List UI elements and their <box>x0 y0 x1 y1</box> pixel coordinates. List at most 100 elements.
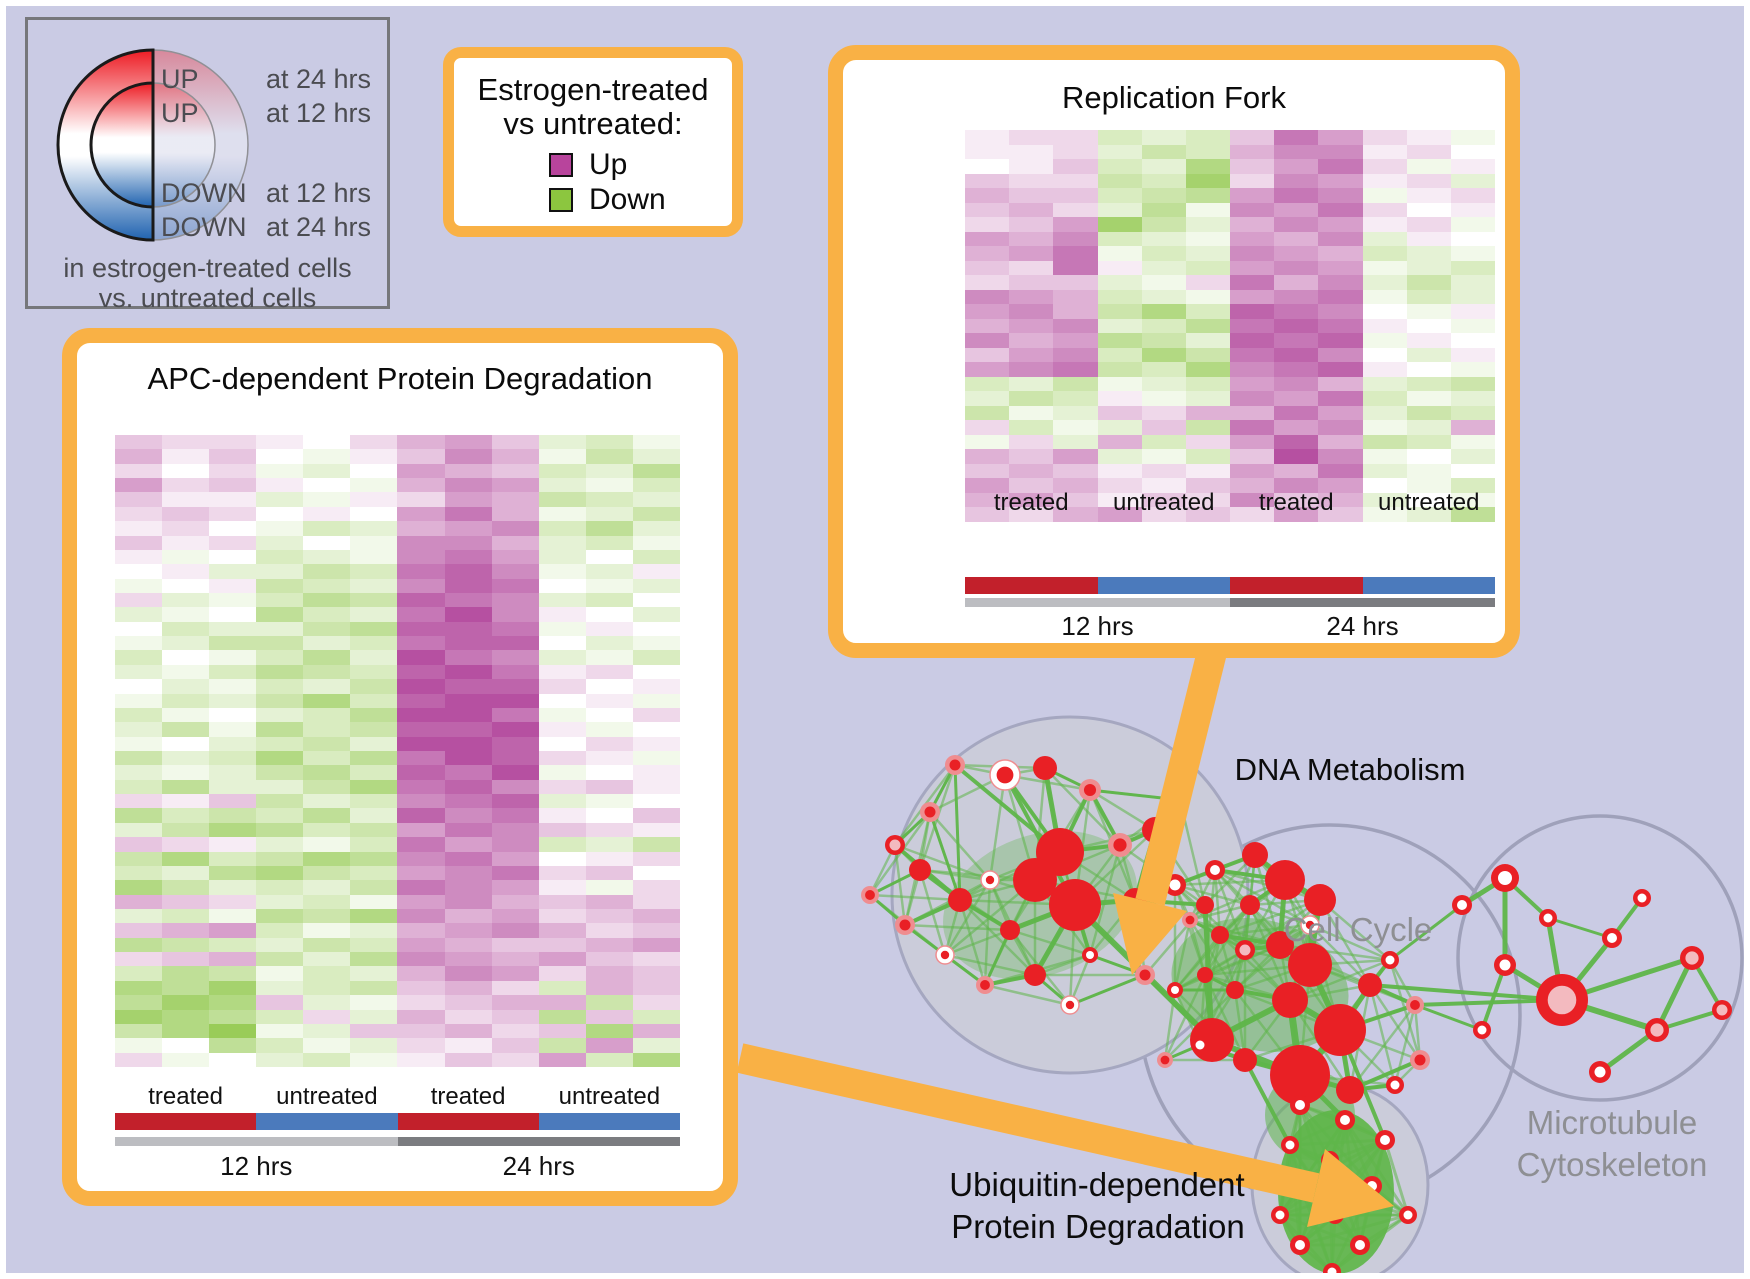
heatmap-cell <box>1318 391 1363 406</box>
heatmap-cell <box>1185 463 1230 479</box>
heatmap-cell <box>1406 318 1451 334</box>
heatmap-cell <box>585 592 633 608</box>
heatmap-cell <box>444 449 492 464</box>
heatmap-cell <box>256 636 304 651</box>
heatmap-cell <box>538 506 586 522</box>
network-edge <box>988 774 1007 881</box>
heatmap-cell <box>538 1052 586 1067</box>
heatmap-cell <box>1141 275 1186 290</box>
condition-bar <box>1362 577 1495 594</box>
time-label: 24 hrs <box>1326 611 1399 641</box>
heatmap-cell <box>491 693 539 708</box>
heatmap-cell <box>1009 275 1054 290</box>
heatmap-cell <box>209 478 257 493</box>
heatmap-cell <box>209 1023 257 1039</box>
heatmap-cell <box>1185 173 1230 189</box>
network-node-center <box>1355 1240 1365 1250</box>
heatmap-cell <box>585 1023 633 1039</box>
heatmap-cell <box>965 231 1010 247</box>
down-label: Down <box>589 183 666 216</box>
heatmap-cell <box>256 449 304 464</box>
heatmap-cell <box>491 535 539 550</box>
heatmap-cell <box>965 449 1010 464</box>
network-node-core <box>1305 920 1315 930</box>
heatmap-cell <box>1053 434 1098 450</box>
network-node-center <box>1295 1100 1305 1110</box>
heatmap-cell <box>256 506 304 522</box>
heatmap-cell <box>1009 376 1054 392</box>
heatmap-cell <box>1274 173 1319 189</box>
heatmap-cell <box>115 636 163 651</box>
heatmap-cell <box>350 549 398 565</box>
heatmap-cell <box>1406 463 1451 479</box>
heatmap-cell <box>1141 492 1186 508</box>
heatmap-cell <box>1450 463 1495 479</box>
heatmap-cell <box>1274 347 1319 363</box>
heatmap-cell <box>1274 420 1319 435</box>
heatmap-cell <box>303 822 351 838</box>
heatmap-cell <box>303 693 351 708</box>
heatmap-cell <box>444 966 492 981</box>
heatmap-cell <box>303 664 351 680</box>
heatmap-cell <box>632 851 680 866</box>
heatmap-cell <box>1450 173 1495 189</box>
heatmap-cell <box>162 779 210 795</box>
heatmap-cell <box>585 750 633 766</box>
heatmap-cell <box>115 966 163 981</box>
heatmap-cell <box>1318 492 1363 508</box>
heatmap-cell <box>1009 362 1054 377</box>
heatmap-cell <box>491 636 539 651</box>
heatmap-cell <box>1362 347 1407 363</box>
heatmap-cell <box>1053 304 1098 319</box>
heatmap-cell <box>397 664 445 680</box>
heatmap-cell <box>1053 492 1098 508</box>
heatmap-cell <box>491 621 539 637</box>
heatmap-cell <box>632 980 680 996</box>
heatmap-cell <box>350 521 398 536</box>
heatmap-cell <box>350 779 398 795</box>
heatmap-cell <box>1362 202 1407 218</box>
heatmap-cell <box>444 865 492 881</box>
heatmap-cell <box>965 275 1010 290</box>
heatmap-cell <box>209 435 257 450</box>
network-node <box>1233 1048 1257 1072</box>
heatmap-cell <box>303 1009 351 1024</box>
heatmap-cell <box>397 980 445 996</box>
heatmap-cell <box>397 1052 445 1067</box>
heatmap-cell <box>632 822 680 838</box>
heatmap-cell <box>585 1052 633 1067</box>
heatmap-cell <box>303 736 351 751</box>
heatmap-cell <box>585 707 633 723</box>
heatmap-cell <box>397 478 445 493</box>
heatmap-cell <box>444 679 492 694</box>
heatmap-cell <box>303 750 351 766</box>
heatmap-cell <box>965 217 1010 232</box>
heatmap-cell <box>1185 289 1230 305</box>
heatmap-cell <box>209 506 257 522</box>
heatmap-cell <box>115 521 163 536</box>
heatmap-cell <box>491 894 539 909</box>
heatmap-cell <box>444 607 492 622</box>
heatmap-cell <box>115 592 163 608</box>
heatmap-cell <box>538 765 586 780</box>
heatmap-cell <box>444 664 492 680</box>
network-node <box>1304 884 1336 916</box>
rf-time-labels: 12 hrs 24 hrs <box>965 611 1495 641</box>
heatmap-cell <box>397 722 445 737</box>
heatmap-cell <box>397 435 445 450</box>
heatmap-cell <box>1097 333 1142 348</box>
heatmap-cell <box>1053 420 1098 435</box>
heatmap-cell <box>585 851 633 866</box>
heatmap-cell <box>632 621 680 637</box>
heatmap-cell <box>491 995 539 1010</box>
heatmap-cell <box>1141 246 1186 261</box>
heatmap-cell <box>209 664 257 680</box>
heatmap-cell <box>303 1038 351 1053</box>
heatmap-cell <box>585 908 633 924</box>
heatmap-cell <box>209 837 257 852</box>
heatmap-cell <box>1362 449 1407 464</box>
heatmap-cell <box>1141 405 1186 421</box>
heatmap-cell <box>965 376 1010 392</box>
heatmap-cell <box>965 144 1010 160</box>
